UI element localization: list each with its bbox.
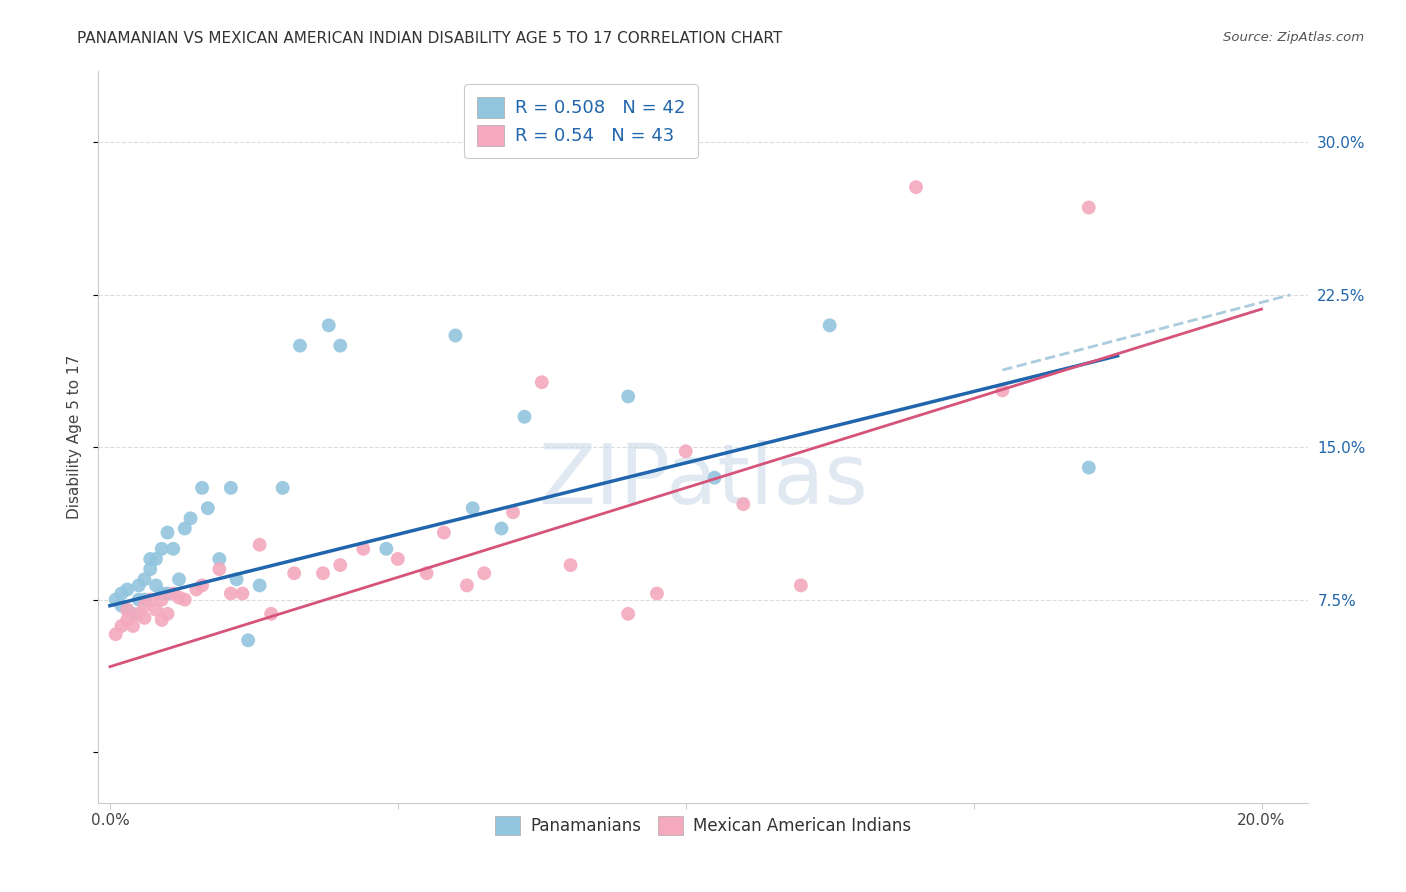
Point — [180, 511, 202, 525]
Point — [104, 592, 127, 607]
Point — [375, 541, 398, 556]
Point — [134, 572, 156, 586]
Point — [645, 586, 668, 600]
Point — [318, 318, 340, 333]
Point — [219, 586, 242, 600]
Point — [249, 538, 271, 552]
Point — [122, 619, 145, 633]
Point — [134, 592, 156, 607]
Point — [110, 586, 132, 600]
Point — [110, 619, 132, 633]
Point — [456, 578, 478, 592]
Y-axis label: Disability Age 5 to 17: Disability Age 5 to 17 — [67, 355, 83, 519]
Point — [156, 525, 179, 540]
Point — [502, 505, 524, 519]
Point — [219, 481, 242, 495]
Point — [733, 497, 755, 511]
Point — [905, 180, 928, 194]
Point — [104, 627, 127, 641]
Point — [173, 521, 195, 535]
Point — [560, 558, 582, 573]
Point — [1077, 201, 1099, 215]
Point — [128, 592, 150, 607]
Point — [444, 328, 467, 343]
Legend: Panamanians, Mexican American Indians: Panamanians, Mexican American Indians — [488, 809, 918, 842]
Point — [162, 541, 184, 556]
Point — [115, 613, 138, 627]
Point — [145, 578, 167, 592]
Point — [790, 578, 813, 592]
Point — [145, 603, 167, 617]
Point — [115, 603, 138, 617]
Point — [191, 481, 214, 495]
Point — [703, 471, 725, 485]
Point — [191, 578, 214, 592]
Point — [461, 501, 484, 516]
Point — [139, 552, 162, 566]
Point — [530, 376, 553, 390]
Point — [167, 572, 190, 586]
Point — [288, 339, 311, 353]
Point — [197, 501, 219, 516]
Point — [236, 633, 259, 648]
Point — [491, 521, 513, 535]
Point — [139, 592, 162, 607]
Point — [156, 607, 179, 621]
Point — [150, 586, 173, 600]
Point — [231, 586, 253, 600]
Point — [352, 541, 374, 556]
Point — [387, 552, 409, 566]
Point — [115, 582, 138, 597]
Point — [225, 572, 247, 586]
Point — [156, 586, 179, 600]
Point — [150, 541, 173, 556]
Point — [675, 444, 697, 458]
Point — [186, 582, 208, 597]
Point — [134, 599, 156, 613]
Point — [128, 607, 150, 621]
Point — [150, 592, 173, 607]
Text: Source: ZipAtlas.com: Source: ZipAtlas.com — [1223, 31, 1364, 45]
Point — [162, 586, 184, 600]
Point — [249, 578, 271, 592]
Point — [617, 389, 640, 403]
Point — [150, 613, 173, 627]
Point — [415, 566, 437, 581]
Point — [173, 592, 195, 607]
Point — [991, 384, 1014, 398]
Point — [134, 611, 156, 625]
Point — [122, 607, 145, 621]
Point — [208, 562, 231, 576]
Point — [1077, 460, 1099, 475]
Point — [513, 409, 536, 424]
Point — [271, 481, 294, 495]
Point — [283, 566, 305, 581]
Point — [128, 578, 150, 592]
Point — [433, 525, 456, 540]
Point — [260, 607, 283, 621]
Text: ZIPatlas: ZIPatlas — [538, 441, 868, 522]
Point — [312, 566, 335, 581]
Text: PANAMANIAN VS MEXICAN AMERICAN INDIAN DISABILITY AGE 5 TO 17 CORRELATION CHART: PANAMANIAN VS MEXICAN AMERICAN INDIAN DI… — [77, 31, 783, 46]
Point — [208, 552, 231, 566]
Point — [139, 562, 162, 576]
Point — [110, 599, 132, 613]
Point — [167, 591, 190, 605]
Point — [145, 552, 167, 566]
Point — [115, 603, 138, 617]
Point — [818, 318, 841, 333]
Point — [472, 566, 495, 581]
Point — [329, 339, 352, 353]
Point — [329, 558, 352, 573]
Point — [617, 607, 640, 621]
